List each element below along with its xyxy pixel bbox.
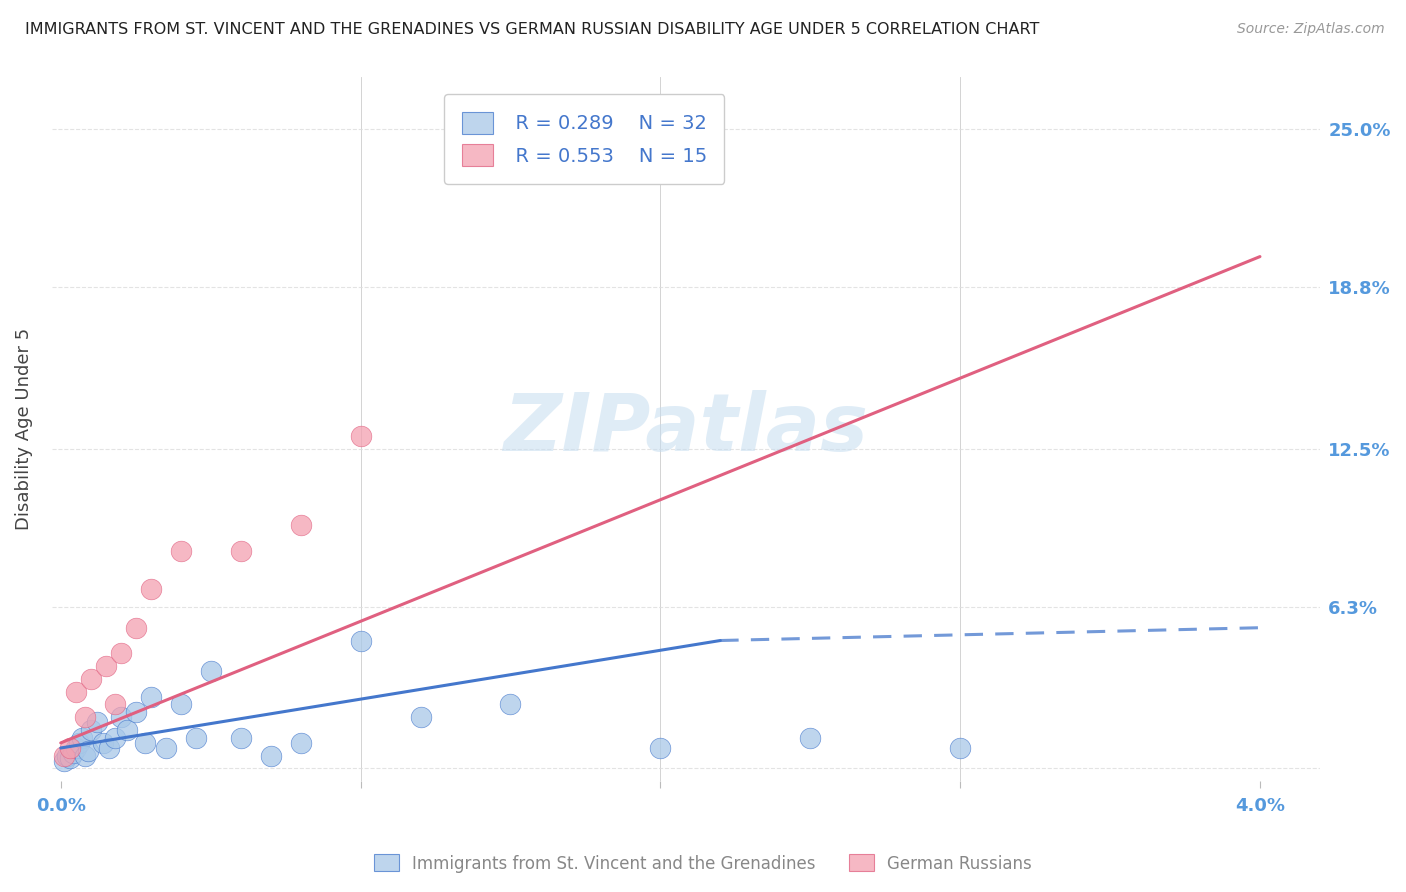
- Point: [229, 544, 252, 558]
- Point: [67, 736, 90, 750]
- Point: [125, 705, 148, 719]
- Point: [80, 672, 103, 686]
- Point: [290, 736, 312, 750]
- Point: [409, 710, 432, 724]
- Point: [650, 741, 672, 756]
- Y-axis label: Disability Age Under 5: Disability Age Under 5: [15, 328, 32, 531]
- Point: [73, 748, 96, 763]
- Point: [169, 698, 191, 712]
- Point: [70, 731, 93, 745]
- Point: [65, 684, 87, 698]
- Text: Source: ZipAtlas.com: Source: ZipAtlas.com: [1237, 22, 1385, 37]
- Point: [139, 690, 162, 704]
- Point: [949, 741, 972, 756]
- Point: [65, 741, 87, 756]
- Point: [799, 731, 821, 745]
- Point: [650, 147, 672, 161]
- Point: [499, 698, 522, 712]
- Point: [200, 664, 222, 678]
- Point: [104, 698, 127, 712]
- Point: [97, 741, 120, 756]
- Text: IMMIGRANTS FROM ST. VINCENT AND THE GRENADINES VS GERMAN RUSSIAN DISABILITY AGE : IMMIGRANTS FROM ST. VINCENT AND THE GREN…: [25, 22, 1039, 37]
- Point: [290, 518, 312, 533]
- Text: ZIPatlas: ZIPatlas: [503, 391, 869, 468]
- Point: [91, 736, 114, 750]
- Point: [115, 723, 138, 737]
- Point: [349, 429, 371, 443]
- Point: [125, 621, 148, 635]
- Point: [155, 741, 177, 756]
- Point: [134, 736, 156, 750]
- Point: [349, 633, 371, 648]
- Point: [169, 544, 191, 558]
- Point: [139, 582, 162, 597]
- Point: [76, 743, 98, 757]
- Point: [52, 754, 75, 768]
- Point: [104, 731, 127, 745]
- Point: [110, 646, 132, 660]
- Point: [59, 741, 82, 756]
- Point: [73, 710, 96, 724]
- Point: [59, 751, 82, 765]
- Point: [229, 731, 252, 745]
- Point: [86, 715, 108, 730]
- Point: [52, 748, 75, 763]
- Point: [55, 748, 77, 763]
- Point: [94, 659, 117, 673]
- Legend:   R = 0.289    N = 32,   R = 0.553    N = 15: R = 0.289 N = 32, R = 0.553 N = 15: [444, 95, 724, 184]
- Point: [80, 723, 103, 737]
- Point: [110, 710, 132, 724]
- Point: [184, 731, 207, 745]
- Point: [62, 746, 84, 760]
- Legend: Immigrants from St. Vincent and the Grenadines, German Russians: Immigrants from St. Vincent and the Gren…: [367, 847, 1039, 880]
- Point: [259, 748, 281, 763]
